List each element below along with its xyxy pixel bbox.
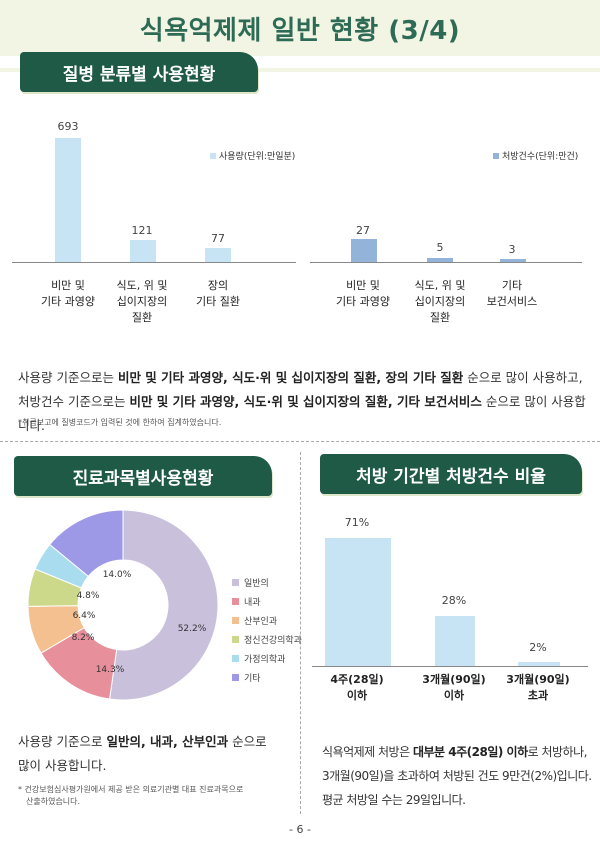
legend-item: 일반의: [232, 576, 269, 589]
legend-prescriptions: 처방건수(단위:만건): [493, 149, 578, 162]
legend-item: 정신건강의학과: [232, 633, 302, 646]
category-label: 장의 기타 질환: [196, 279, 240, 308]
bar-health-service: [500, 259, 526, 262]
category-label: 4주(28일) 이하: [330, 673, 384, 702]
bar-3months-under: [435, 615, 475, 666]
bar-value: 121: [131, 224, 153, 237]
title-band: [0, 0, 600, 56]
column-divider: [300, 452, 301, 814]
bar-value: 71%: [344, 516, 370, 529]
legend-usage: 사용량(단위:만일분): [210, 149, 295, 162]
bar-value: 2%: [529, 641, 547, 654]
slice-label: 14.0%: [102, 570, 132, 580]
slice-label: 4.8%: [76, 591, 100, 601]
legend-usage-label: 사용량(단위:만일분): [219, 152, 296, 162]
bar-value: 5: [436, 241, 444, 254]
bar-3months-over: [518, 662, 560, 666]
x-axis: [310, 262, 582, 263]
x-axis: [12, 262, 296, 263]
slice-label: 8.2%: [71, 633, 95, 643]
donut-slice: [109, 509, 219, 701]
bar-4weeks: [325, 538, 391, 666]
category-label: 3개월(90일) 이하: [422, 673, 486, 702]
legend-item: 기타: [232, 671, 261, 684]
slice-label: 52.2%: [177, 624, 207, 634]
category-label: 비만 및 기타 과영양: [40, 279, 96, 308]
bar-intestine: [205, 248, 231, 262]
donut-chart: [27, 509, 219, 701]
page-number: - 6 -: [289, 823, 311, 836]
section1-band: [0, 68, 600, 72]
bar-value: 693: [57, 120, 79, 133]
category-label: 식도, 위 및 십이지장의 질환: [414, 279, 466, 324]
section2-header: 진료과목별사용현황: [14, 456, 272, 496]
section1-text: 사용량 기준으로는 비만 및 기타 과영양, 식도·위 및 십이지장의 질환, …: [18, 370, 586, 433]
category-label: 식도, 위 및 십이지장의 질환: [116, 279, 168, 324]
section1-note: *취급보고에 질병코드가 입력된 것에 한하여 집계하였습니다.: [18, 418, 222, 427]
slice-label: 14.3%: [95, 665, 125, 675]
section3-text: 식욕억제제 처방은 대부분 4주(28일) 이하로 처방하나, 3개월(90일)…: [322, 745, 592, 807]
bar-value: 28%: [441, 594, 467, 607]
category-label: 기타 보건서비스: [486, 279, 538, 308]
donut-slice: [49, 509, 124, 578]
bar-value: 77: [211, 232, 225, 245]
legend-swatch: [210, 152, 216, 159]
section2-text: 사용량 기준으로 일반의, 내과, 산부인과 순으로 많이 사용합니다.: [18, 734, 267, 773]
legend-item: 산부인과: [232, 614, 277, 627]
bar-gastric: [427, 257, 453, 262]
x-axis: [312, 666, 588, 667]
legend-item: 가정의학과: [232, 652, 285, 665]
bar-value: 27: [356, 224, 370, 237]
section2-note: * 건강보험심사평가원에서 제공 받은 의료기관별 대표 진료과목으로 산출하였…: [18, 785, 244, 806]
category-label: 3개월(90일) 초과: [506, 673, 570, 702]
page-title: 식욕억제제 일반 현황 (3/4): [139, 16, 461, 46]
legend-prescriptions-label: 처방건수(단위:만건): [502, 152, 579, 162]
bar-obesity: [55, 138, 81, 262]
bar-obesity: [351, 239, 377, 262]
section3-header: 처방 기간별 처방건수 비율: [320, 454, 582, 494]
bar-gastric: [130, 240, 156, 262]
section-divider: [0, 441, 600, 442]
slice-label: 6.4%: [72, 611, 96, 621]
bar-value: 3: [508, 243, 516, 256]
section1-header: 질병 분류별 사용현황: [20, 52, 258, 92]
legend-item: 내과: [232, 595, 261, 608]
category-label: 비만 및 기타 과영양: [335, 279, 391, 308]
legend-swatch: [493, 152, 499, 159]
